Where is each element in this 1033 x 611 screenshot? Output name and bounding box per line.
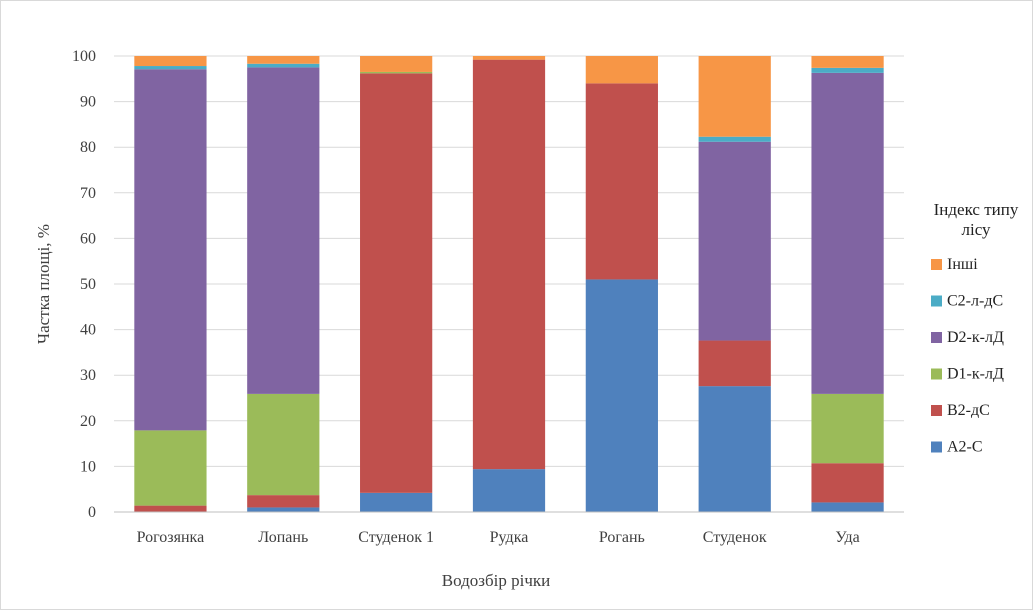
x-axis-title: Водозбір річки xyxy=(442,571,550,590)
bar-segment xyxy=(134,56,206,66)
bar-segment xyxy=(586,279,658,512)
y-axis: 0 10 20 30 40 50 60 70 80 90 100 xyxy=(72,48,96,521)
legend-swatch xyxy=(931,405,942,416)
bar-segment xyxy=(134,506,206,512)
bar-segment xyxy=(247,67,319,393)
bar-segment xyxy=(699,386,771,512)
x-tick-label: Лопань xyxy=(258,529,308,546)
bar-segment xyxy=(360,73,432,493)
y-tick-label: 100 xyxy=(72,48,96,65)
legend-swatch xyxy=(931,369,942,380)
bar-segment xyxy=(699,137,771,142)
legend-label: D2-к-лД xyxy=(947,329,1004,346)
bar-segment xyxy=(134,66,206,69)
bar-segment xyxy=(699,142,771,341)
x-tick-label: Рогань xyxy=(599,529,645,546)
legend-label: B2-дС xyxy=(947,402,990,419)
y-tick-label: 0 xyxy=(88,504,96,521)
bar-segment xyxy=(811,502,883,512)
bar-segment xyxy=(247,64,319,68)
legend-swatch xyxy=(931,259,942,270)
bar-segment xyxy=(811,56,883,68)
bar-segment xyxy=(134,69,206,430)
legend-label: A2-C xyxy=(947,439,983,456)
y-tick-label: 40 xyxy=(80,322,96,339)
legend-swatch xyxy=(931,296,942,307)
bar-segment xyxy=(699,56,771,137)
bar-segment xyxy=(247,507,319,512)
legend-label: D1-к-лД xyxy=(947,366,1004,383)
bar-segment xyxy=(811,68,883,73)
bar-segment xyxy=(247,495,319,507)
bar-segment xyxy=(586,83,658,279)
bar-segment xyxy=(811,394,883,463)
legend-swatch xyxy=(931,332,942,343)
y-tick-label: 50 xyxy=(80,276,96,293)
legend-label: Інші xyxy=(947,256,978,273)
bar-segment xyxy=(247,56,319,64)
x-tick-label: Студенок 1 xyxy=(358,529,434,546)
y-tick-label: 30 xyxy=(80,367,96,384)
x-tick-label: Рогозянка xyxy=(137,529,205,546)
bar-segment xyxy=(811,73,883,394)
bar-segment xyxy=(473,60,545,469)
bar-segment xyxy=(360,72,432,73)
y-tick-label: 70 xyxy=(80,185,96,202)
bar-segment xyxy=(473,56,545,60)
y-tick-label: 20 xyxy=(80,413,96,430)
bar-segment xyxy=(247,394,319,495)
y-tick-label: 80 xyxy=(80,139,96,156)
y-tick-label: 60 xyxy=(80,230,96,247)
bar-segment xyxy=(473,469,545,512)
bar-segment xyxy=(811,463,883,502)
y-axis-title: Частка площі, % xyxy=(34,224,53,344)
bar-segment xyxy=(586,56,658,83)
bar-segment xyxy=(360,56,432,72)
bar-segment xyxy=(360,493,432,512)
legend-swatch xyxy=(931,442,942,453)
legend-label: C2-л-дС xyxy=(947,293,1003,310)
bar-segment xyxy=(134,430,206,505)
y-tick-label: 90 xyxy=(80,94,96,111)
x-axis: Рогозянка Лопань Студенок 1 Рудка Рогань Студ… xyxy=(114,512,904,546)
legend-title: Індекс типу xyxy=(934,200,1019,219)
x-tick-label: Уда xyxy=(835,529,859,546)
x-tick-label: Студенок xyxy=(703,529,767,546)
y-tick-label: 10 xyxy=(80,458,96,475)
legend-title: лісу xyxy=(961,220,991,239)
bar-segment xyxy=(699,341,771,387)
x-tick-label: Рудка xyxy=(490,529,529,546)
